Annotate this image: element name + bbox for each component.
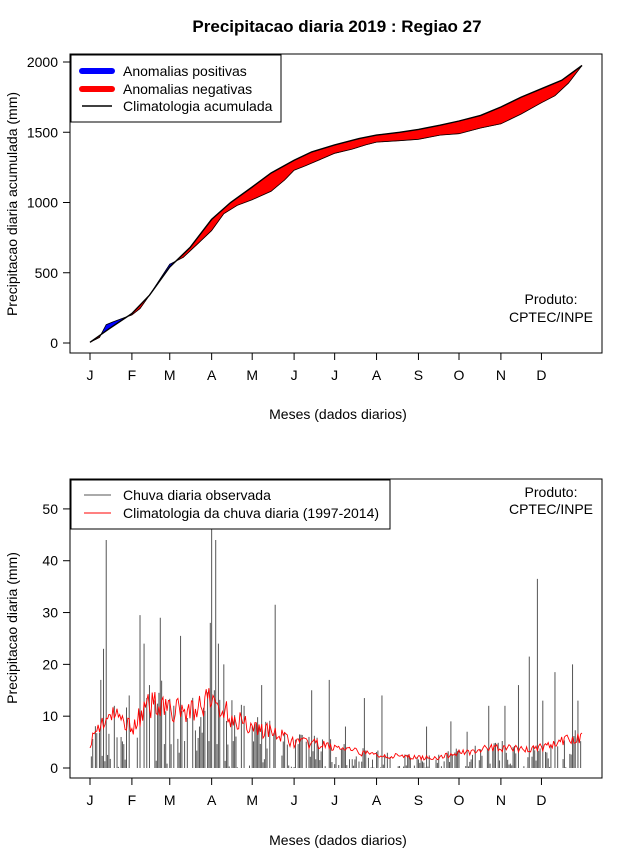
product-source-bottom: CPTEC/INPE bbox=[509, 501, 593, 517]
x-tick-label: J bbox=[331, 367, 338, 383]
legend-climatology-label: Climatologia acumulada bbox=[123, 98, 273, 114]
y-tick-label: 0 bbox=[50, 760, 58, 776]
y-tick-label: 1500 bbox=[27, 124, 58, 140]
y-tick-label: 40 bbox=[42, 553, 58, 569]
climatology-cumulative-line bbox=[89, 64, 583, 343]
y-tick-label: 2000 bbox=[27, 54, 58, 70]
y-tick-label: 500 bbox=[35, 265, 59, 281]
x-tick-label: S bbox=[414, 792, 423, 808]
y-tick-label: 10 bbox=[42, 708, 58, 724]
x-tick-label: S bbox=[414, 367, 423, 383]
x-tick-label: A bbox=[207, 367, 217, 383]
legend-observed-label: Chuva diaria observada bbox=[123, 487, 271, 503]
y-tick-label: 0 bbox=[50, 335, 58, 351]
cumulative-lines bbox=[89, 64, 583, 343]
x-tick-label: J bbox=[331, 792, 338, 808]
x-tick-label: D bbox=[536, 792, 546, 808]
daily-legend-box bbox=[70, 479, 391, 530]
daily-y-axis-label: Precipitacao diaria (mm) bbox=[4, 552, 20, 704]
y-tick-label: 50 bbox=[42, 501, 58, 517]
daily-observed-bars bbox=[90, 524, 582, 768]
product-label-bottom: Produto: bbox=[525, 484, 578, 500]
y-tick-label: 20 bbox=[42, 656, 58, 672]
daily-x-axis-label: Meses (dados diarios) bbox=[269, 832, 407, 848]
x-tick-label: J bbox=[291, 792, 298, 808]
product-label: Produto: bbox=[525, 291, 578, 307]
x-tick-label: M bbox=[164, 792, 176, 808]
x-tick-label: F bbox=[128, 367, 137, 383]
daily-y-axis: 0 10 20 30 40 50 bbox=[42, 501, 71, 776]
x-tick-label: M bbox=[164, 367, 176, 383]
x-tick-label: A bbox=[207, 792, 217, 808]
daily-panel: 0 10 20 30 40 50 J F M A M J J A S O N D Meses (dados di… bbox=[4, 478, 603, 848]
y-tick-label: 1000 bbox=[27, 195, 58, 211]
chart-title: Precipitacao diaria 2019 : Regiao 27 bbox=[192, 17, 481, 36]
x-tick-label: M bbox=[246, 367, 258, 383]
cumulative-x-axis-label: Meses (dados diarios) bbox=[269, 406, 407, 422]
x-tick-label: N bbox=[496, 792, 506, 808]
x-tick-label: A bbox=[372, 792, 382, 808]
daily-climatology-lines bbox=[89, 688, 583, 761]
daily-climatology-line bbox=[89, 688, 583, 761]
cumulative-y-axis-label: Precipitacao diaria acumulada (mm) bbox=[4, 92, 20, 316]
x-tick-label: N bbox=[496, 367, 506, 383]
x-tick-label: O bbox=[454, 792, 465, 808]
product-source: CPTEC/INPE bbox=[509, 309, 593, 325]
x-tick-label: M bbox=[246, 792, 258, 808]
cumulative-y-axis: 0 500 1000 1500 2000 bbox=[27, 54, 71, 351]
x-tick-label: J bbox=[291, 367, 298, 383]
x-tick-label: D bbox=[536, 367, 546, 383]
x-tick-label: J bbox=[87, 792, 94, 808]
legend-daily-climatology-label: Climatologia da chuva diaria (1997-2014) bbox=[123, 505, 379, 521]
cumulative-panel: 0 500 1000 1500 2000 J F M A M J J A S O N D Meses (dad… bbox=[4, 53, 603, 422]
y-tick-label: 30 bbox=[42, 605, 58, 621]
x-tick-label: F bbox=[128, 792, 137, 808]
x-tick-label: A bbox=[372, 367, 382, 383]
x-tick-label: J bbox=[87, 367, 94, 383]
x-tick-label: O bbox=[454, 367, 465, 383]
cumulative-legend: Anomalias positivas Anomalias negativas … bbox=[70, 54, 282, 123]
observed-cumulative-line bbox=[89, 65, 583, 343]
legend-negative-label: Anomalias negativas bbox=[123, 81, 252, 97]
legend-positive-label: Anomalias positivas bbox=[123, 63, 247, 79]
daily-legend: Chuva diaria observada Climatologia da c… bbox=[70, 479, 391, 530]
